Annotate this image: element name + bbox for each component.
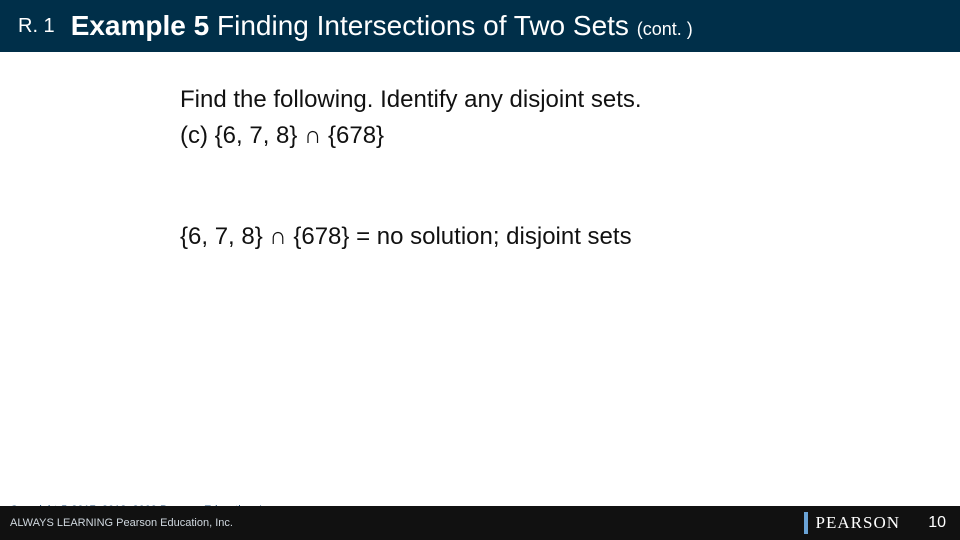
answer-line: {6, 7, 8} ∩ {678} = no solution; disjoin… [180, 223, 920, 251]
slide: R. 1 Example 5 Finding Intersections of … [0, 0, 960, 540]
title-rest: Finding Intersections of Two Sets [217, 10, 629, 41]
instruction-line: Find the following. Identify any disjoin… [180, 84, 920, 116]
problem-line: (c) {6, 7, 8} ∩ {678} [180, 120, 920, 152]
slide-header: R. 1 Example 5 Finding Intersections of … [0, 0, 960, 52]
slide-body: Find the following. Identify any disjoin… [0, 52, 960, 251]
page-number: 10 [928, 514, 946, 532]
slide-title: Example 5 Finding Intersections of Two S… [71, 10, 693, 42]
section-label: R. 1 [18, 15, 55, 38]
brand-logo: PEARSON [804, 510, 900, 536]
slide-footer: ALWAYS LEARNING Pearson Education, Inc. … [0, 506, 960, 540]
title-cont: (cont. ) [637, 19, 693, 39]
brand-text: PEARSON [816, 513, 900, 533]
example-label: Example 5 [71, 10, 210, 41]
brand-accent-bar [804, 512, 808, 534]
copyright-text-bar: ALWAYS LEARNING Pearson Education, Inc. [0, 517, 233, 529]
